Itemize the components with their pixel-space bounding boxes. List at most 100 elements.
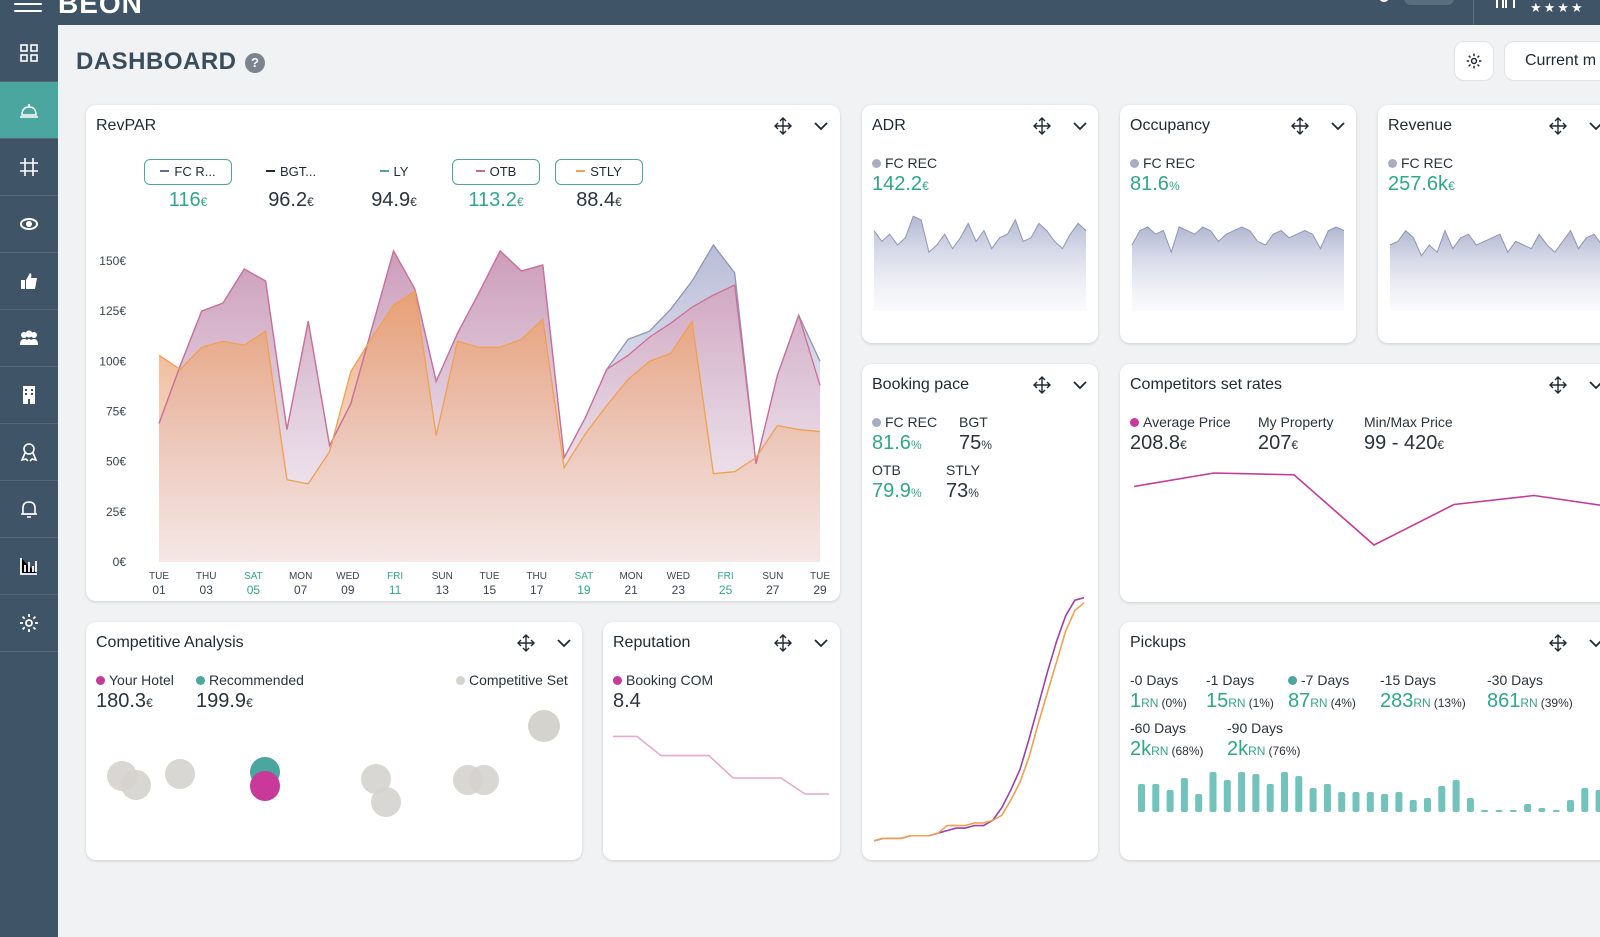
revpar-tab[interactable]: STLY: [555, 159, 643, 185]
sidebar-item-reports[interactable]: [0, 538, 58, 595]
legend-dot: [1388, 159, 1397, 168]
pickup-number: 2k: [1227, 738, 1249, 760]
help-icon[interactable]: ?: [245, 53, 265, 73]
stat-number: 99 - 420: [1364, 432, 1438, 454]
y-tick-label: 100€: [99, 354, 126, 368]
pickup-bar: [1366, 792, 1374, 812]
tab-label: LY: [393, 164, 409, 179]
chevron-down-icon[interactable]: [1586, 116, 1600, 136]
chevron-down-icon[interactable]: [554, 633, 574, 653]
bubble-competitor: [361, 764, 391, 794]
tab-number: 94.9: [371, 189, 411, 211]
competitors-rate-chart: [1133, 472, 1600, 546]
current-month-button[interactable]: Current m: [1504, 41, 1600, 81]
tab-value: 116€: [144, 189, 232, 212]
revpar-tab[interactable]: LY: [350, 159, 438, 185]
chevron-down-icon[interactable]: [811, 633, 831, 653]
move-icon[interactable]: [1548, 375, 1568, 395]
legend-dot: [196, 676, 205, 685]
pickups-card: Pickups -0 Days 1RN (0%) -1 Days 15RN (1%) -7 …: [1120, 622, 1600, 860]
revpar-tab[interactable]: BGT...: [247, 159, 335, 185]
tab-label: FC R...: [174, 164, 216, 179]
pickup-percent: (13%): [1433, 696, 1466, 710]
move-icon[interactable]: [773, 116, 793, 136]
revpar-tab[interactable]: OTB: [452, 159, 540, 185]
competitive-bubbles: [107, 710, 560, 817]
stat-unit: %: [968, 486, 979, 500]
x-tick-day: MON: [289, 571, 312, 582]
sidebar-item-settings[interactable]: [0, 595, 58, 652]
dashboard-settings-button[interactable]: [1454, 41, 1494, 81]
move-icon[interactable]: [773, 633, 793, 653]
sidebar-item-reviews[interactable]: [0, 253, 58, 310]
y-tick-label: 50€: [106, 455, 126, 469]
legend-item: Competitive Set: [456, 672, 568, 688]
move-icon[interactable]: [1032, 375, 1052, 395]
card-title: Competitive Analysis: [96, 634, 244, 651]
bubble-competitor: [121, 770, 151, 800]
pickup-label-text: -1 Days: [1206, 672, 1255, 688]
pickup-bar: [1352, 792, 1360, 812]
stat-number: 73: [946, 480, 969, 502]
kpi-value: 257.6k€: [1388, 173, 1455, 196]
legend-label: Booking COM: [626, 672, 714, 688]
legend-label: FC REC: [885, 155, 938, 171]
chevron-down-icon[interactable]: [1586, 375, 1600, 395]
chevron-down-icon[interactable]: [1328, 116, 1348, 136]
x-tick-day: THU: [526, 571, 547, 582]
pickup-bar: [1238, 772, 1246, 812]
pickup-bar: [1424, 798, 1431, 812]
pickup-unit: RN: [1310, 696, 1328, 710]
card-title: Pickups: [1130, 634, 1187, 651]
legend-item: Your Hotel: [96, 672, 174, 688]
revenue-card: Revenue FC REC 257.6k€: [1378, 105, 1600, 343]
series-line-icon: [379, 170, 389, 172]
chevron-down-icon[interactable]: [1070, 116, 1090, 136]
x-tick-date: 29: [813, 583, 827, 597]
chevron-down-icon[interactable]: [1070, 375, 1090, 395]
legend-label: Competitive Set: [469, 672, 568, 688]
pickup-bar: [1138, 784, 1145, 812]
move-icon[interactable]: [516, 633, 536, 653]
average-price-line: [1133, 472, 1600, 546]
notification-icon[interactable]: [1372, 0, 1396, 8]
tab-label: OTB: [489, 164, 517, 179]
pickup-number: 1: [1130, 690, 1142, 712]
move-icon[interactable]: [1032, 116, 1052, 136]
sidebar-item-awards[interactable]: [0, 424, 58, 481]
booking-pace-chart: [873, 596, 1085, 842]
x-tick-day: TUE: [149, 571, 169, 582]
x-tick-day: TUE: [810, 571, 830, 582]
stat-value: 180.3€: [96, 690, 153, 713]
tab-unit: €: [307, 195, 314, 209]
pickup-bar: [1524, 804, 1532, 812]
menu-icon[interactable]: [14, 0, 42, 14]
move-icon[interactable]: [1548, 116, 1568, 136]
x-tick-date: 01: [152, 583, 166, 597]
status-pill[interactable]: [1404, 0, 1454, 5]
hotel-stars: ★★★★: [1530, 0, 1585, 15]
move-icon[interactable]: [1548, 633, 1568, 653]
chevron-down-icon[interactable]: [811, 116, 831, 136]
sidebar-item-reception[interactable]: [0, 82, 58, 139]
pickup-unit: RN: [1228, 696, 1246, 710]
sidebar-item-buildings[interactable]: [0, 367, 58, 424]
bubble-your-hotel: [250, 771, 280, 801]
move-icon[interactable]: [1290, 116, 1310, 136]
legend-dot: [872, 159, 881, 168]
sidebar-item-dashboard[interactable]: [0, 25, 58, 82]
sidebar-item-alerts[interactable]: [0, 481, 58, 538]
sparkline-area: [874, 216, 1086, 311]
x-tick-day: TUE: [480, 571, 500, 582]
chevron-down-icon[interactable]: [1586, 633, 1600, 653]
sidebar-item-money[interactable]: [0, 196, 58, 253]
y-tick-label: 25€: [106, 505, 126, 519]
bubble-competitor: [165, 759, 195, 789]
legend-item: Recommended: [196, 672, 304, 688]
sidebar-item-grid[interactable]: [0, 139, 58, 196]
pickup-bar: [1166, 790, 1174, 812]
revpar-tab[interactable]: FC R...: [144, 159, 232, 185]
tab-value: 88.4€: [555, 189, 643, 212]
sidebar-item-users[interactable]: [0, 310, 58, 367]
card-title: ADR: [872, 117, 906, 134]
